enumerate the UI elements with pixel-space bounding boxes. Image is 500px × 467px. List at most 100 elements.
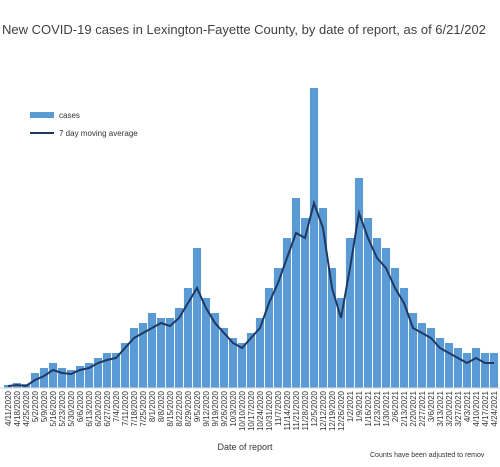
x-tick-label: 4/25/2020	[22, 390, 31, 426]
bar	[480, 353, 490, 388]
bar	[273, 268, 283, 388]
bar	[192, 248, 202, 388]
bar	[48, 363, 58, 388]
x-tick-label: 9/5/2020	[193, 390, 202, 422]
x-tick-label: 1/9/2021	[355, 390, 364, 422]
bar	[444, 343, 454, 388]
bar	[183, 288, 193, 388]
bar	[111, 353, 121, 388]
bar	[156, 318, 166, 388]
x-tick-label: 12/12/2020	[319, 390, 328, 431]
x-tick-label: 8/22/2020	[175, 390, 184, 426]
x-tick-label: 5/16/2020	[49, 390, 58, 426]
bar	[426, 328, 436, 388]
bar	[453, 348, 463, 388]
bar	[309, 88, 319, 388]
x-tick-label: 11/28/2020	[301, 390, 310, 430]
chart-title: New COVID-19 cases in Lexington-Fayette …	[2, 22, 486, 37]
bar	[39, 368, 49, 388]
x-tick-label: 9/26/2020	[220, 390, 229, 426]
x-tick-label: 2/6/2021	[391, 390, 400, 422]
x-tick-label: 3/13/2021	[436, 390, 445, 426]
x-tick-label: 4/3/2021	[463, 390, 472, 422]
x-tick-label: 5/30/2020	[67, 390, 76, 426]
x-tick-label: 1/23/2021	[373, 390, 382, 426]
x-tick-label: 10/24/2020	[256, 390, 265, 431]
x-tick-label: 10/17/2020	[247, 390, 256, 431]
x-tick-label: 10/10/2020	[238, 390, 247, 431]
bar	[237, 343, 247, 388]
x-tick-label: 1/30/2021	[382, 390, 391, 426]
bar	[408, 313, 418, 388]
x-tick-label: 3/20/2021	[445, 390, 454, 426]
bar	[291, 198, 301, 388]
bar	[417, 323, 427, 388]
x-tick-label: 4/17/2021	[481, 390, 490, 426]
x-tick-label: 5/2/2020	[31, 390, 40, 422]
x-tick-label: 11/21/2020	[292, 390, 301, 430]
x-tick-label: 2/20/2021	[409, 390, 418, 426]
bar	[102, 353, 112, 388]
x-tick-label: 8/29/2020	[184, 390, 193, 426]
x-tick-label: 4/18/2020	[13, 390, 22, 426]
bar	[471, 348, 481, 388]
bar	[75, 366, 85, 388]
x-tick-label: 4/10/2021	[472, 390, 481, 426]
x-tick-label: 8/8/2020	[157, 390, 166, 422]
bar	[174, 308, 184, 388]
x-tick-label: 8/15/2020	[166, 390, 175, 426]
bar	[129, 328, 139, 388]
bar	[372, 238, 382, 388]
legend-label: 7 day moving average	[59, 129, 138, 138]
x-tick-label: 4/11/2020	[4, 390, 13, 426]
bar	[210, 313, 220, 388]
bar	[345, 238, 355, 388]
x-tick-label: 7/11/2020	[121, 390, 130, 426]
x-tick-label: 7/4/2020	[112, 390, 121, 422]
x-tick-label: 8/1/2020	[148, 390, 157, 422]
bar	[3, 385, 13, 388]
bar	[435, 338, 445, 388]
x-tick-label: 7/18/2020	[130, 390, 139, 426]
bar	[84, 363, 94, 388]
bar	[219, 328, 229, 388]
x-tick-label: 2/13/2021	[400, 390, 409, 426]
x-tick-label: 6/20/2020	[94, 390, 103, 426]
bar	[354, 178, 364, 388]
x-tick-label: 5/9/2020	[40, 390, 49, 422]
bar	[399, 288, 409, 388]
bar	[147, 313, 157, 388]
x-tick-label: 6/27/2020	[103, 390, 112, 426]
x-axis-label: Date of report	[217, 442, 273, 452]
bar	[165, 318, 175, 388]
bar	[138, 323, 148, 388]
bar	[363, 218, 373, 388]
bar	[300, 218, 310, 388]
x-tick-label: 10/31/2020	[265, 390, 274, 431]
bar	[318, 208, 328, 388]
x-tick-label: 7/25/2020	[139, 390, 148, 426]
bar	[462, 353, 472, 388]
x-tick-label: 12/19/2020	[328, 390, 337, 431]
bar	[201, 298, 211, 388]
x-tick-label: 6/13/2020	[85, 390, 94, 426]
bar	[489, 353, 499, 388]
bar	[66, 370, 76, 388]
bar	[57, 368, 67, 388]
x-tick-label: 11/7/2020	[274, 390, 283, 426]
legend-label: cases	[59, 111, 80, 120]
x-tick-label: 11/14/2020	[283, 390, 292, 430]
x-tick-label: 1/16/2021	[364, 390, 373, 426]
x-tick-label: 1/2/2021	[346, 390, 355, 422]
bar	[255, 318, 265, 388]
bar	[93, 358, 103, 388]
x-tick-label: 9/19/2020	[211, 390, 220, 426]
bar	[228, 338, 238, 388]
bar	[282, 238, 292, 388]
x-tick-label: 3/6/2021	[427, 390, 436, 422]
legend-swatch	[30, 112, 54, 118]
bar	[336, 298, 346, 388]
x-tick-label: 9/12/2020	[202, 390, 211, 426]
bar	[381, 248, 391, 388]
